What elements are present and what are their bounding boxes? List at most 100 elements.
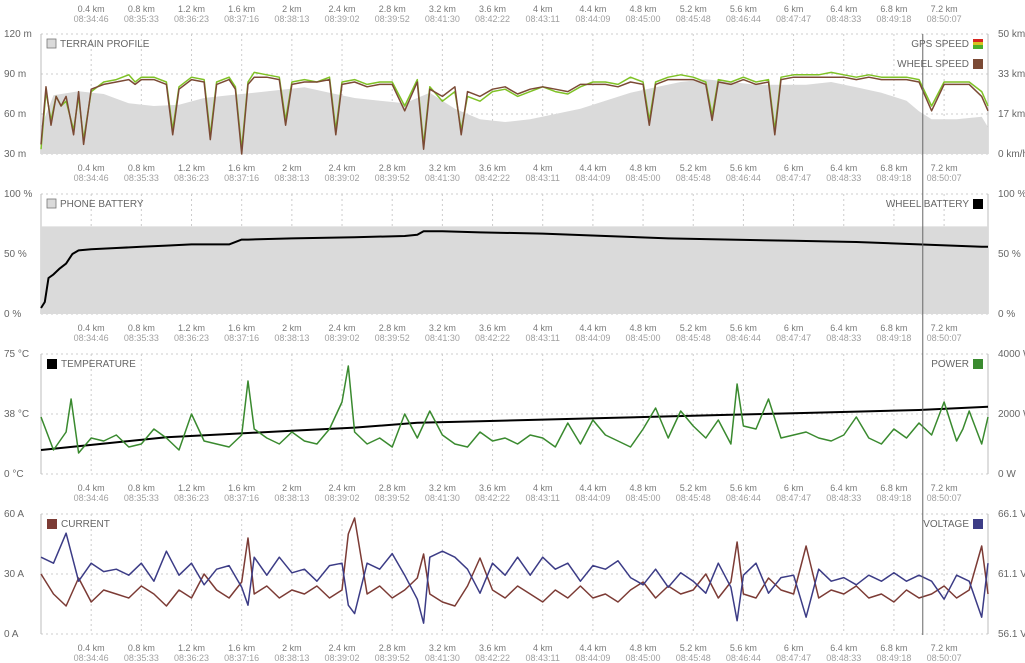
panel-terrain-series	[40, 71, 989, 155]
x-tick-label-time: 08:37:16	[224, 173, 259, 183]
x-tick-label-distance: 2.8 km	[379, 323, 406, 333]
x-tick-label-distance: 3.2 km	[429, 643, 456, 653]
x-tick-label-distance: 1.2 km	[178, 643, 205, 653]
x-tick-label-time: 08:39:02	[325, 14, 360, 24]
tick-label-left: 60 m	[4, 109, 26, 120]
tick-label-left: 0 %	[4, 309, 21, 320]
legend-label-wheel-speed: WHEEL SPEED	[897, 59, 969, 70]
x-tick-label-distance: 6 km	[784, 4, 804, 14]
x-tick-label-distance: 0.8 km	[128, 323, 155, 333]
x-tick-label-distance: 6 km	[784, 483, 804, 493]
x-tick-label-time: 08:37:16	[224, 333, 259, 343]
x-tick-label-distance: 0.8 km	[128, 4, 155, 14]
x-tick-label-time: 08:39:02	[325, 493, 360, 503]
x-tick-label-time: 08:44:09	[575, 653, 610, 663]
x-tick-label-distance: 4.8 km	[630, 483, 657, 493]
x-tick-label-time: 08:43:11	[526, 173, 560, 183]
x-tick-label-distance: 2 km	[282, 163, 302, 173]
x-tick-label-distance: 0.4 km	[78, 643, 105, 653]
panel-terrain-left-axis: 120 m 90 m 60 m 30 m	[4, 29, 32, 160]
x-tick-label-time: 08:47:47	[776, 14, 811, 24]
x-tick-label-time: 08:44:09	[575, 14, 610, 24]
x-tick-label-distance: 3.2 km	[429, 323, 456, 333]
x-tick-label-distance: 7.2 km	[931, 483, 958, 493]
tick-label-left: 30 A	[4, 569, 24, 580]
x-tick-label-distance: 2.8 km	[379, 643, 406, 653]
tick-label-left: 75 °C	[4, 349, 29, 360]
x-tick-label-time: 08:43:11	[526, 493, 560, 503]
x-tick-label-time: 08:45:00	[626, 653, 661, 663]
x-tick-label-distance: 2.4 km	[329, 163, 356, 173]
panel-terrain-right-axis: 50 km/h 33 km/h 17 km/h 0 km/h	[998, 29, 1025, 160]
tick-label-left: 0 °C	[4, 469, 24, 480]
x-tick-label-distance: 5.2 km	[680, 4, 707, 14]
x-tick-label-distance: 1.6 km	[228, 4, 255, 14]
x-tick-label-distance: 6.4 km	[830, 323, 857, 333]
tick-label-right: 50 km/h	[998, 29, 1025, 40]
x-tick-label-time: 08:50:07	[927, 493, 962, 503]
x-tick-label-time: 08:38:13	[274, 333, 309, 343]
x-tick-label-distance: 6.4 km	[830, 483, 857, 493]
x-tick-label-time: 08:39:52	[375, 653, 410, 663]
x-tick-label-distance: 6.4 km	[830, 4, 857, 14]
x-tick-label-time: 08:45:48	[676, 14, 711, 24]
legend-swatch-current	[47, 519, 57, 529]
x-tick-label-distance: 7.2 km	[931, 163, 958, 173]
x-tick-label-time: 08:36:23	[174, 173, 209, 183]
x-tick-label-time: 08:34:46	[74, 333, 109, 343]
x-tick-label-time: 08:46:44	[726, 653, 761, 663]
x-tick-label-time: 08:46:44	[726, 14, 761, 24]
legend-label-voltage: VOLTAGE	[923, 519, 969, 530]
x-tick-label-distance: 4 km	[533, 323, 553, 333]
x-tick-label-time: 08:45:48	[676, 333, 711, 343]
x-tick-label-distance: 4.4 km	[579, 483, 606, 493]
x-tick-label-distance: 4 km	[533, 4, 553, 14]
x-tick-label-distance: 2.8 km	[379, 4, 406, 14]
tick-label-right: 100 %	[998, 189, 1025, 200]
x-tick-label-time: 08:49:18	[876, 14, 911, 24]
x-tick-label-distance: 4.8 km	[630, 4, 657, 14]
x-tick-label-distance: 1.6 km	[228, 163, 255, 173]
x-tick-label-time: 08:48:33	[826, 653, 861, 663]
x-tick-label-distance: 1.2 km	[178, 323, 205, 333]
x-tick-label-distance: 5.6 km	[730, 163, 757, 173]
tick-label-right: 61.1 V	[998, 569, 1025, 580]
tick-label-right: 0 km/h	[998, 149, 1025, 160]
x-tick-label-time: 08:35:33	[124, 653, 159, 663]
x-tick-label-time: 08:39:52	[375, 173, 410, 183]
x-tick-label-time: 08:37:16	[224, 653, 259, 663]
x-tick-label-distance: 0.8 km	[128, 483, 155, 493]
x-tick-label-distance: 3.6 km	[479, 323, 506, 333]
x-tick-label-time: 08:36:23	[174, 653, 209, 663]
tick-label-left: 90 m	[4, 69, 26, 80]
x-tick-label-distance: 2.4 km	[329, 483, 356, 493]
x-tick-label-time: 08:50:07	[927, 333, 962, 343]
x-tick-label-time: 08:39:02	[325, 173, 360, 183]
tick-label-right: 4000 W	[998, 349, 1025, 360]
x-tick-label-distance: 2 km	[282, 643, 302, 653]
tick-label-right: 17 km/h	[998, 109, 1025, 120]
x-tick-label-time: 08:36:23	[174, 14, 209, 24]
x-tick-label-distance: 3.2 km	[429, 483, 456, 493]
x-tick-label-time: 08:48:33	[826, 493, 861, 503]
x-tick-label-time: 08:44:09	[575, 173, 610, 183]
tick-label-left: 120 m	[4, 29, 32, 40]
x-tick-label-time: 08:49:18	[876, 333, 911, 343]
x-tick-label-distance: 3.6 km	[479, 4, 506, 14]
x-tick-label-time: 08:46:44	[726, 493, 761, 503]
x-tick-label-time: 08:37:16	[224, 14, 259, 24]
x-tick-label-time: 08:35:33	[124, 493, 159, 503]
x-tick-label-distance: 4.4 km	[579, 643, 606, 653]
x-tick-label-distance: 5.2 km	[680, 323, 707, 333]
x-tick-label-time: 08:44:09	[575, 333, 610, 343]
tick-label-right: 2000 W	[998, 409, 1025, 420]
x-tick-label-time: 08:48:33	[826, 14, 861, 24]
legend-label-phone-battery: PHONE BATTERY	[60, 199, 144, 210]
x-tick-label-time: 08:41:30	[425, 173, 460, 183]
x-tick-label-time: 08:38:13	[274, 14, 309, 24]
x-tick-label-time: 08:39:52	[375, 493, 410, 503]
legend-swatch-wheel-battery	[973, 199, 983, 209]
x-tick-label-time: 08:41:30	[425, 493, 460, 503]
x-tick-label-time: 08:50:07	[927, 14, 962, 24]
